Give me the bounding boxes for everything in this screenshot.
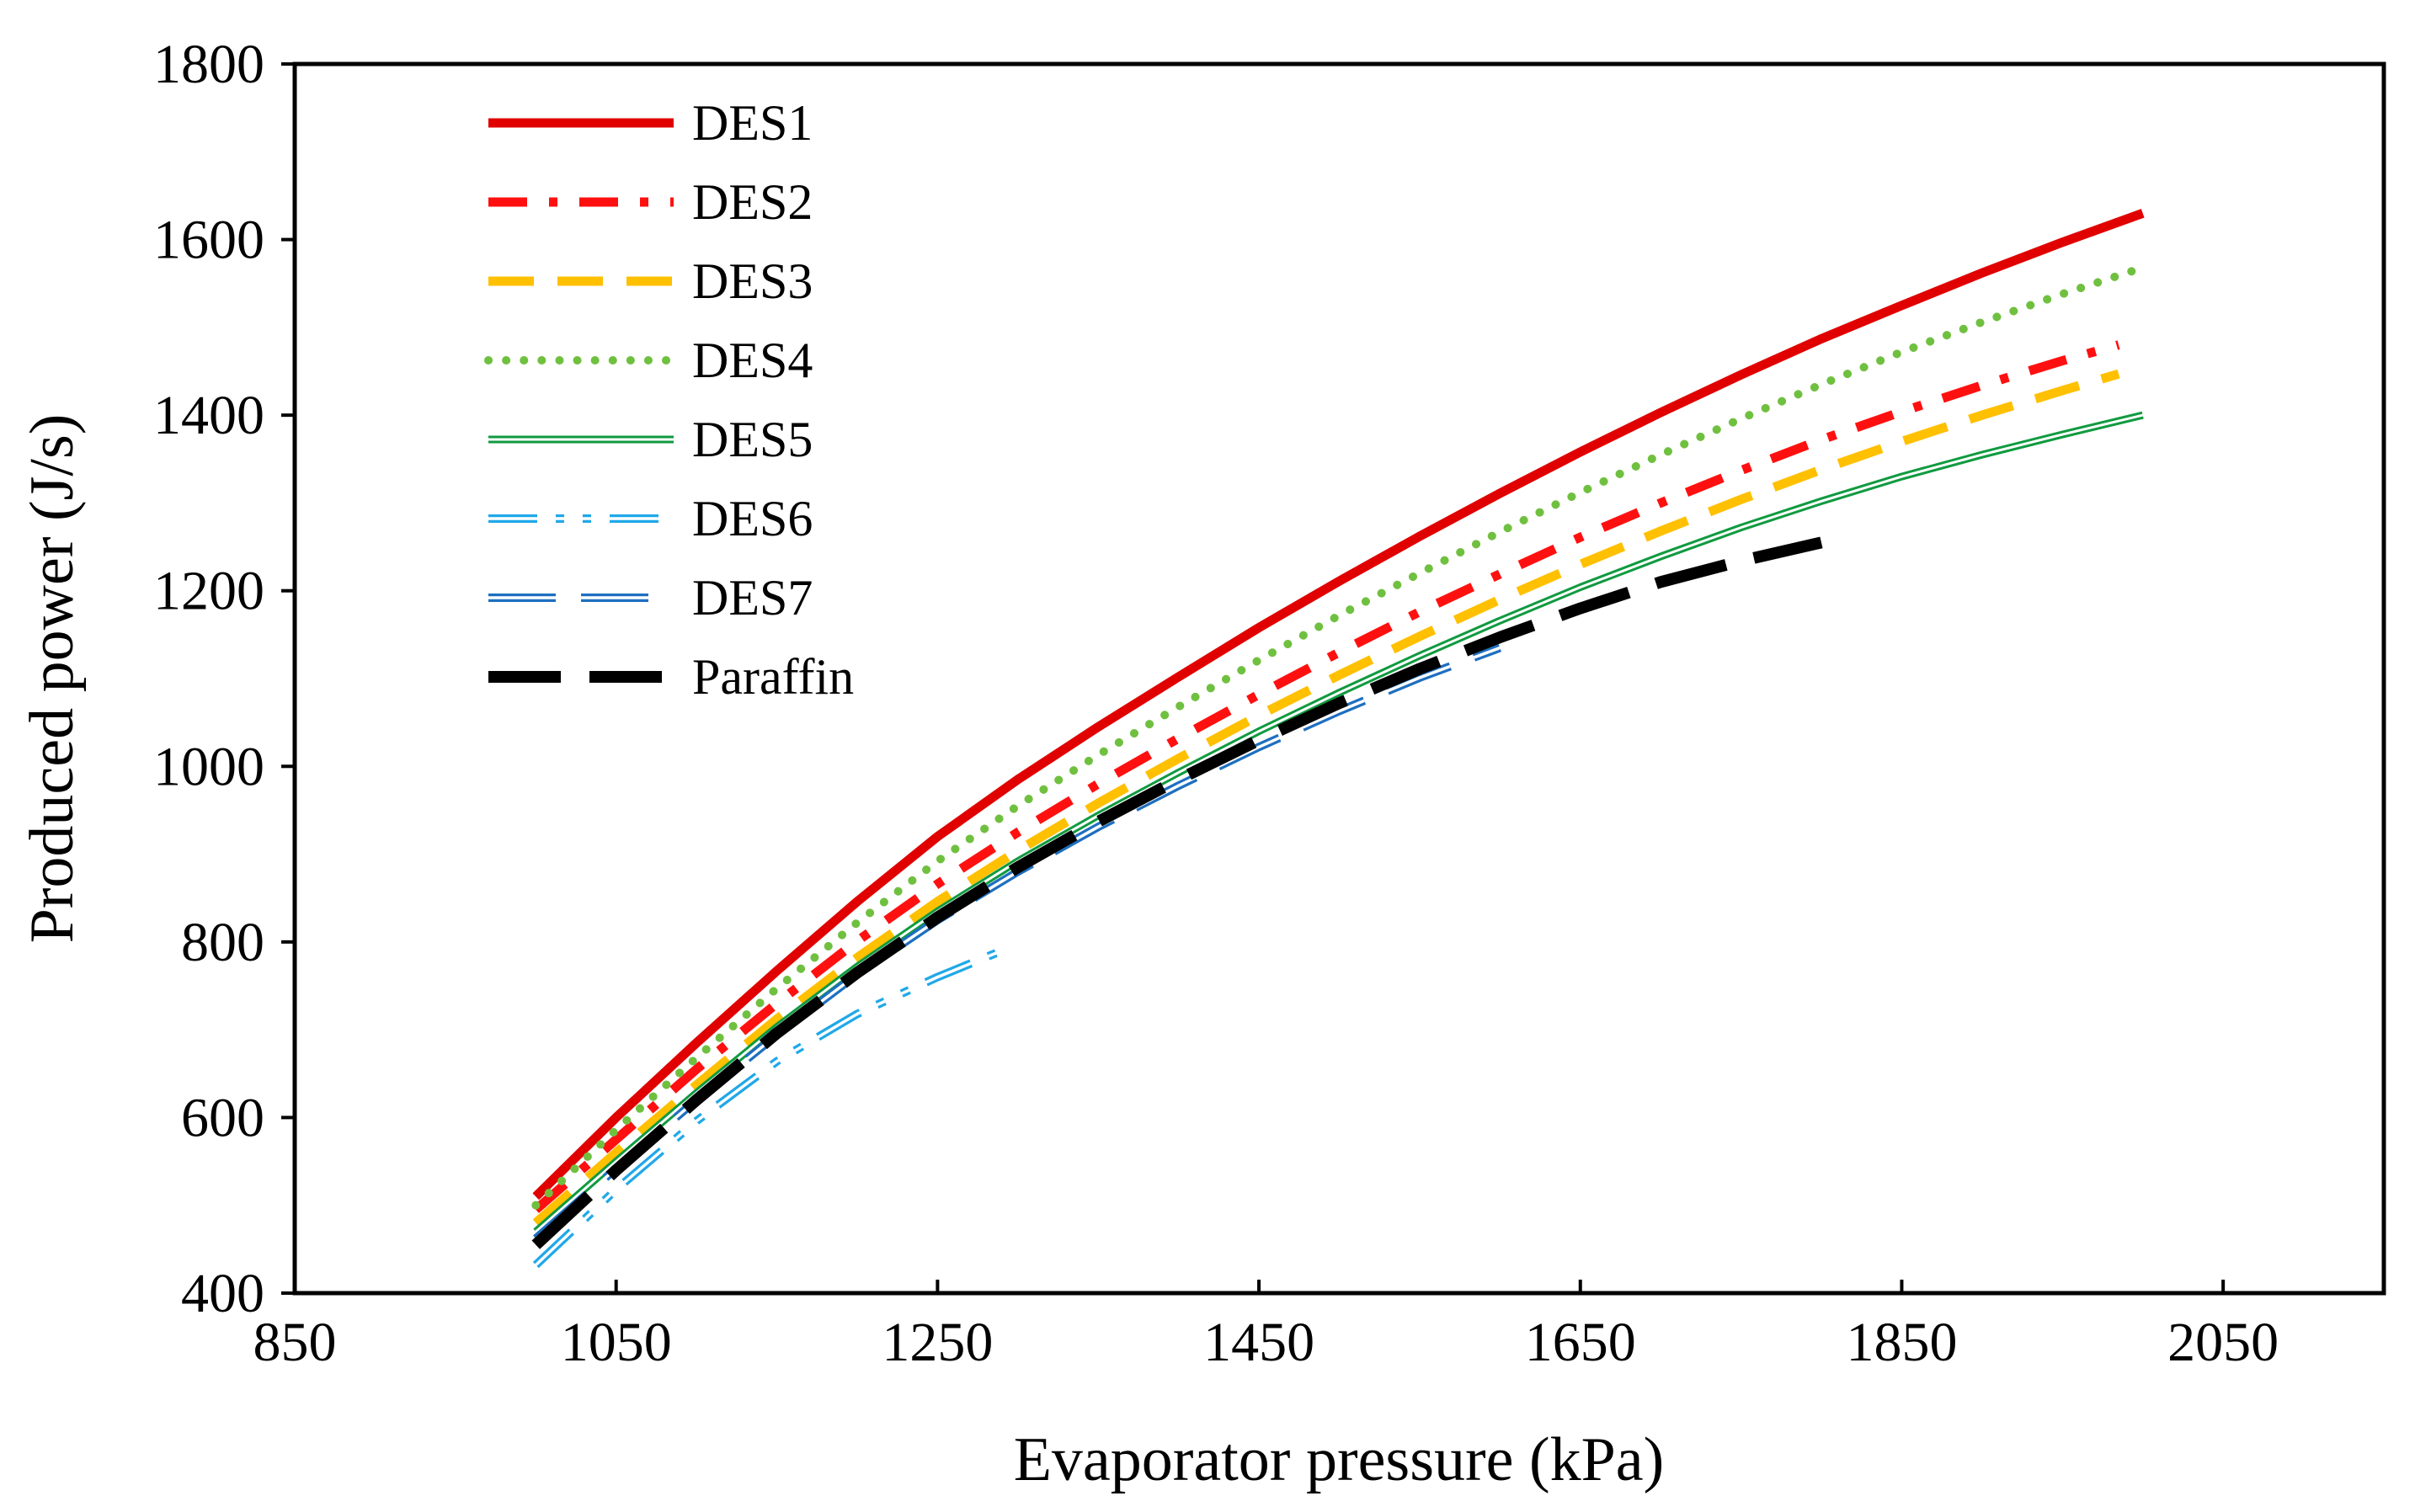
x-tick-label: 1650 [1525, 1312, 1636, 1373]
series-des4 [531, 263, 2147, 1210]
legend-entry-paraffin: Paraffin [488, 649, 854, 705]
series-des6 [532, 946, 1004, 1269]
legend-entry-des6: DES6 [488, 491, 813, 546]
series-des7 [533, 643, 1502, 1243]
legend-entry-des5: DES5 [488, 412, 813, 467]
legend: DES1 DES2 DES3 DES4 DES5 DES6 DES7 Paraffin [484, 95, 854, 705]
series-line-des4 [531, 263, 2147, 1210]
series-des2 [532, 340, 2120, 1214]
legend-label-des1: DES1 [692, 95, 813, 151]
legend-entry-des4: DES4 [484, 333, 813, 388]
x-tick-label: 2050 [2167, 1312, 2279, 1373]
legend-label-des5: DES5 [692, 412, 813, 467]
x-tick-label: 1050 [561, 1312, 672, 1373]
legend-entry-des7: DES7 [488, 570, 813, 626]
series-des1 [532, 209, 2145, 1201]
legend-entry-des1: DES1 [488, 95, 813, 151]
series-line-des1 [532, 209, 2145, 1201]
y-axis-title: Produced power (J/s) [18, 414, 87, 944]
series-line-des6-inner [535, 949, 1003, 1266]
y-tick-label: 1000 [153, 736, 264, 797]
series-paraffin [531, 536, 1823, 1249]
series-line-des2 [532, 340, 2120, 1214]
y-tick-label: 600 [181, 1087, 264, 1148]
y-tick-label: 400 [181, 1263, 264, 1324]
series-line-paraffin [531, 536, 1823, 1249]
y-tick-label: 800 [181, 912, 264, 973]
x-tick-label: 850 [253, 1312, 337, 1373]
series-des3 [532, 369, 2120, 1227]
ticks-layer: 850 1050 1250 1450 1650 1850 2050 400 600 800 1000… [153, 34, 2279, 1373]
series-layer [531, 209, 2147, 1269]
y-tick-label: 1600 [153, 210, 264, 271]
legend-entry-des3: DES3 [488, 253, 813, 309]
legend-label-des6: DES6 [692, 491, 813, 546]
series-line-des7 [533, 643, 1502, 1243]
y-tick-label: 1800 [153, 34, 264, 95]
y-tick-label: 1400 [153, 385, 264, 446]
x-tick-label: 1850 [1846, 1312, 1957, 1373]
x-tick-label: 1450 [1203, 1312, 1314, 1373]
x-tick-label: 1250 [882, 1312, 993, 1373]
legend-label-des3: DES3 [692, 253, 813, 309]
series-line-des6 [532, 946, 1004, 1269]
legend-entry-des2: DES2 [488, 174, 813, 230]
plot-frame [292, 61, 2386, 1296]
series-line-des3 [532, 369, 2120, 1227]
series-line-des7-inner [535, 646, 1501, 1240]
legend-label-des4: DES4 [692, 333, 813, 388]
legend-label-des7: DES7 [692, 570, 813, 626]
y-tick-label: 1200 [153, 561, 264, 622]
legend-label-des2: DES2 [692, 174, 813, 230]
legend-label-paraffin: Paraffin [692, 649, 854, 705]
x-axis-title: Evaporator pressure (kPa) [1014, 1425, 1665, 1494]
